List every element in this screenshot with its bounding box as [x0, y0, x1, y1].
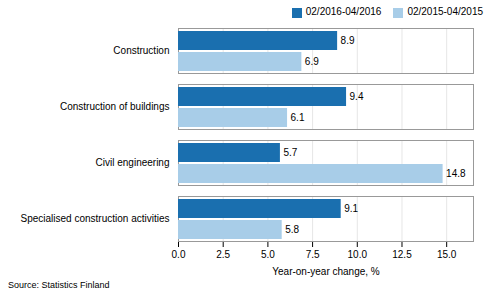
svg-text:Year-on-year change, %: Year-on-year change, % — [272, 266, 380, 277]
svg-text:14.8: 14.8 — [446, 168, 466, 179]
svg-text:9.1: 9.1 — [344, 203, 358, 214]
svg-text:5.0: 5.0 — [261, 249, 275, 260]
svg-text:0.0: 0.0 — [172, 249, 186, 260]
svg-text:Specialised construction activ: Specialised construction activities — [21, 213, 170, 224]
svg-text:Construction: Construction — [113, 45, 169, 56]
svg-text:Civil engineering: Civil engineering — [96, 157, 170, 168]
svg-text:Construction of buildings: Construction of buildings — [60, 101, 170, 112]
svg-text:5.7: 5.7 — [283, 147, 297, 158]
svg-text:9.4: 9.4 — [350, 91, 364, 102]
svg-text:12.5: 12.5 — [392, 249, 412, 260]
html-text:02/2016-04/2016: 02/2016-04/2016 — [305, 6, 382, 18]
html-text:02/2015-04/2015: 02/2015-04/2015 — [407, 6, 483, 18]
svg-text:7.5: 7.5 — [306, 249, 320, 260]
svg-text:5.8: 5.8 — [285, 224, 299, 235]
svg-text:6.1: 6.1 — [291, 112, 305, 123]
svg-text:8.9: 8.9 — [341, 35, 355, 46]
html-text:Source: Statistics Finland: Source: Statistics Finland — [8, 280, 110, 290]
svg-text:6.9: 6.9 — [305, 56, 319, 67]
svg-text:15.0: 15.0 — [437, 249, 457, 260]
svg-text:2.5: 2.5 — [216, 249, 230, 260]
svg-text:10.0: 10.0 — [348, 249, 368, 260]
